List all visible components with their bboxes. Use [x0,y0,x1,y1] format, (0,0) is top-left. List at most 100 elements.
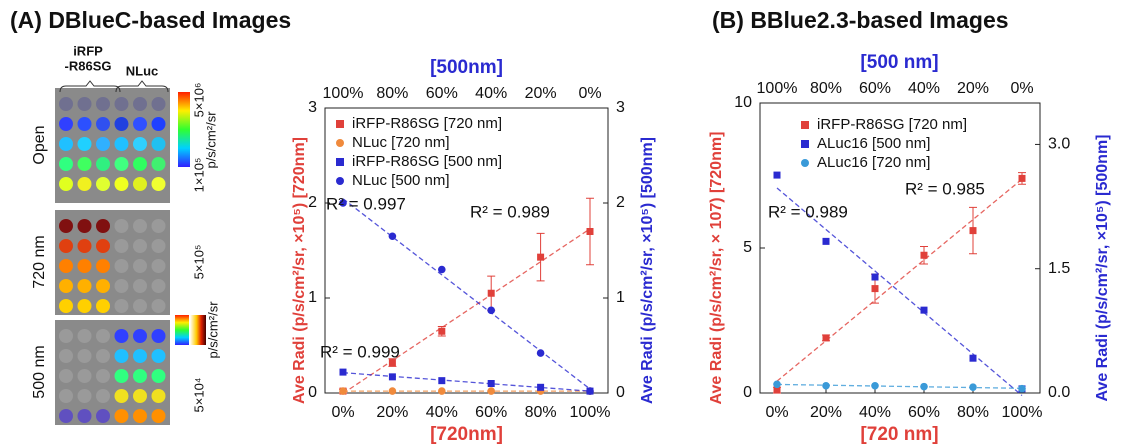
well [96,389,110,403]
well [133,157,147,171]
figure: iRFP -R86SG NLuc Open 720 nm 500 nm 5×10… [0,0,1121,445]
group-label: NLuc [126,63,159,78]
well [78,219,92,233]
trend-line [343,373,590,391]
well [78,299,92,313]
scale-label: p/s/cm²/sr [203,111,218,169]
point [970,355,977,362]
x2-tick-label: 60% [859,80,891,97]
point [970,227,977,234]
x-tick-label: 100% [570,404,611,421]
well [152,117,166,131]
x2-tick-label: 20% [957,80,989,97]
point [389,373,396,380]
well [133,137,147,151]
well [96,117,110,131]
well [96,409,110,423]
point [488,380,495,387]
well [115,389,129,403]
well [96,369,110,383]
well [59,279,73,293]
y2-tick-label: 0 [616,384,625,401]
well [133,409,147,423]
point [823,334,830,341]
well [133,369,147,383]
point [920,383,928,391]
x-tick-label: 20% [376,404,408,421]
y2-tick-label: 3 [616,99,625,116]
well [78,239,92,253]
well [59,97,73,111]
x-tick-label: 40% [426,404,458,421]
well [78,279,92,293]
well [78,369,92,383]
color-bar [190,315,206,345]
well [59,409,73,423]
well [115,177,129,191]
point [537,254,544,261]
well [152,329,166,343]
point [872,274,879,281]
well [133,97,147,111]
annotation: R² = 0.997 [326,194,406,213]
point [1018,385,1026,393]
legend-label: NLuc [720 nm] [352,134,450,151]
point [537,384,544,391]
well [59,177,73,191]
x-axis-title: [720 nm] [860,424,938,445]
well [78,177,92,191]
well [96,219,110,233]
x2-tick-label: 100% [323,85,364,102]
well [59,389,73,403]
well [152,409,166,423]
y-tick-label: 2 [308,194,317,211]
well [59,369,73,383]
well [78,389,92,403]
scale-label: p/s/cm²/sr [205,301,220,359]
well [133,349,147,363]
well [115,117,129,131]
well [59,219,73,233]
point [921,252,928,259]
y-tick-label: 0 [743,384,752,401]
well [133,299,147,313]
well [152,239,166,253]
legend-marker [336,120,344,128]
well [133,177,147,191]
x-tick-label: 40% [859,404,891,421]
well [115,157,129,171]
point [438,387,446,395]
y2-axis-title: Ave Radi (p/s/cm²/sr, ×10⁵) [500nm] [639,137,656,404]
x2-tick-label: 80% [376,85,408,102]
x2-tick-label: 40% [908,80,940,97]
point [340,369,347,376]
well [96,279,110,293]
well [59,259,73,273]
legend-label: NLuc [500 nm] [352,172,450,189]
point [822,382,830,390]
well [152,97,166,111]
row-label: 500 nm [31,345,48,398]
well [115,299,129,313]
point [487,387,495,395]
legend-marker [336,158,344,166]
well [59,329,73,343]
chart-title: (B) BBlue2.3-based Images [712,7,1009,33]
point [438,328,445,335]
well [59,157,73,171]
x2-axis-title: [500nm] [430,57,503,78]
legend-marker [801,140,809,148]
annotation: R² = 0.989 [470,202,550,221]
well [115,349,129,363]
legend-marker [801,121,809,129]
well [96,177,110,191]
x2-tick-label: 60% [426,85,458,102]
point [1019,175,1026,182]
well [78,97,92,111]
well [115,329,129,343]
well [115,259,129,273]
point [823,238,830,245]
row-label: Open [31,125,48,164]
well [152,177,166,191]
point [872,285,879,292]
